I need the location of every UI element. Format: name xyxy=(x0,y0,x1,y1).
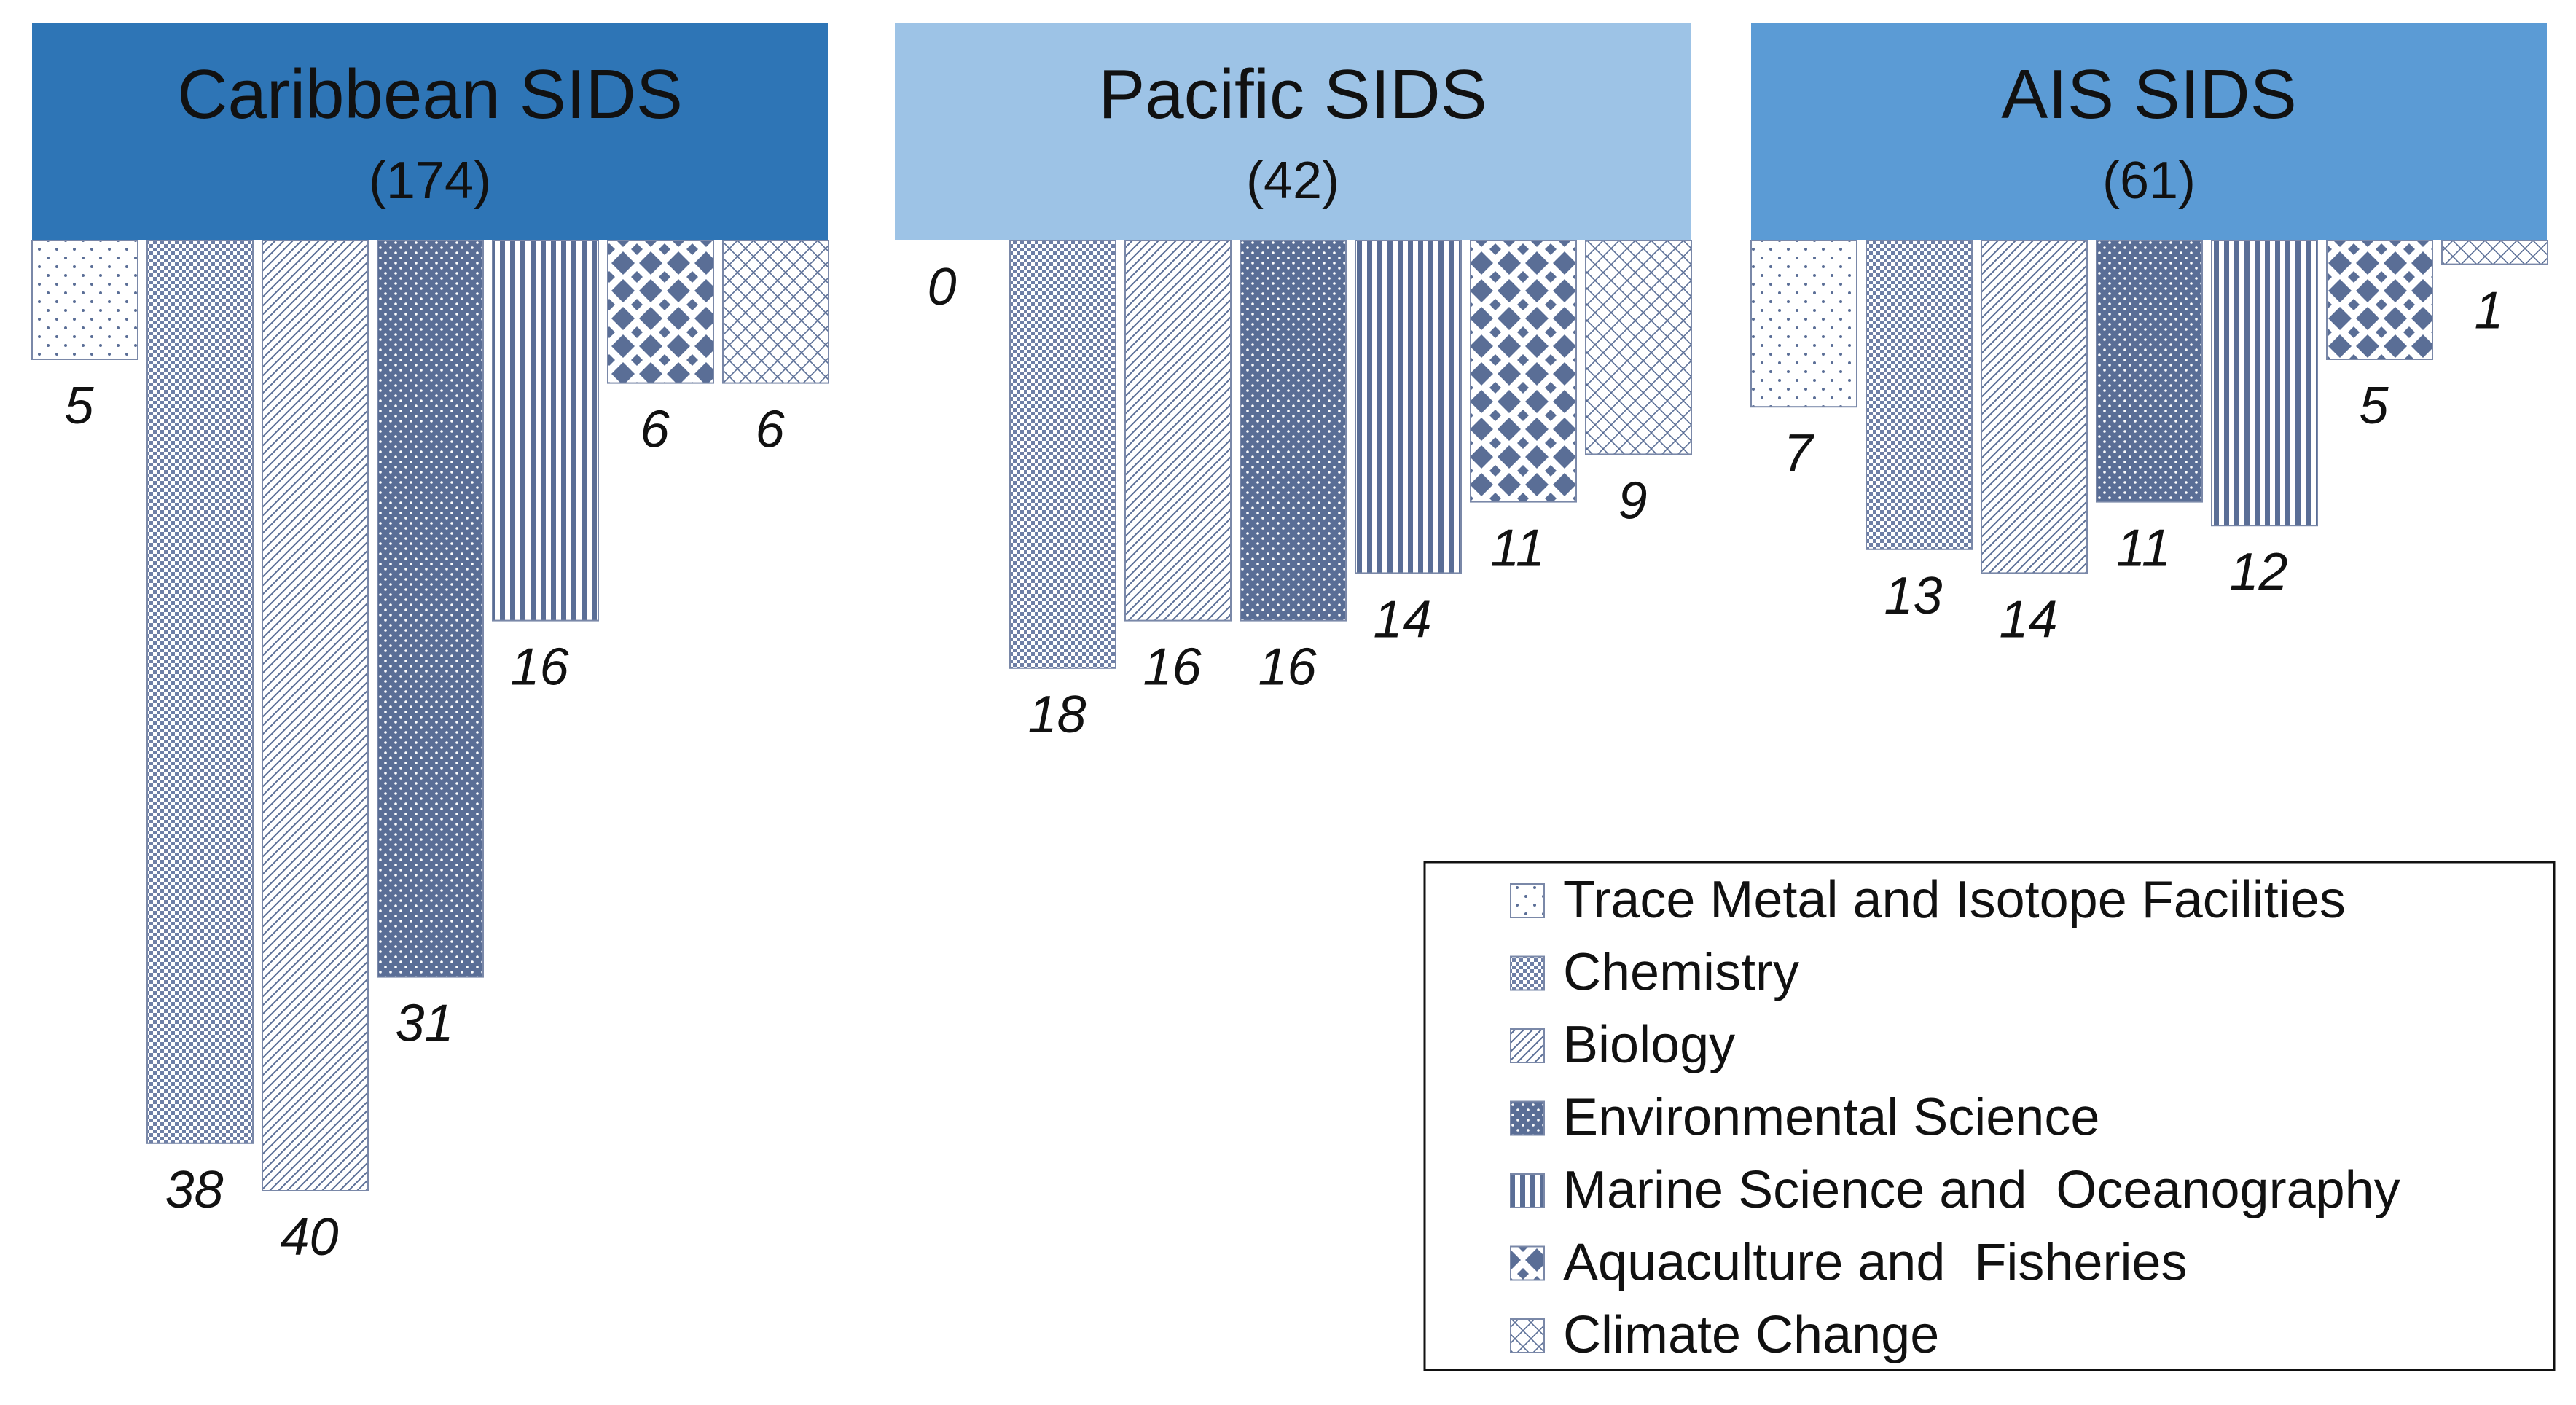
bar-environmental-science xyxy=(377,240,484,978)
data-label: 9 xyxy=(1618,471,1647,530)
legend-item-label: Chemistry xyxy=(1563,944,1799,1002)
bar-marine-science-and-oceanography xyxy=(1355,240,1462,574)
bar-marine-science-and-oceanography xyxy=(492,240,599,622)
data-label: 7 xyxy=(1783,424,1814,482)
panel-count: (42) xyxy=(1246,152,1339,210)
data-label: 6 xyxy=(755,401,785,459)
data-label: 14 xyxy=(1373,590,1431,649)
legend-item-label: Aquaculture and Fisheries xyxy=(1563,1234,2187,1292)
legend-item-label: Marine Science and Oceanography xyxy=(1563,1161,2400,1219)
data-label: 1 xyxy=(2474,282,2503,340)
panel-header xyxy=(32,23,828,240)
panel-title: Pacific SIDS xyxy=(1098,55,1487,133)
data-label: 12 xyxy=(2229,543,2287,601)
bar-chemistry xyxy=(1866,240,1973,550)
bar-climate-change xyxy=(2441,240,2548,265)
data-label: 38 xyxy=(165,1161,223,1219)
panel-count: (61) xyxy=(2102,152,2196,210)
data-label: 31 xyxy=(395,995,453,1053)
bar-chemistry xyxy=(1009,240,1116,669)
legend-item-label: Climate Change xyxy=(1563,1306,1939,1364)
bar-biology xyxy=(262,240,369,1191)
data-label: 18 xyxy=(1027,686,1086,744)
panel-header xyxy=(1751,23,2547,240)
bar-aquaculture-and-fisheries xyxy=(2326,240,2433,360)
legend: Trace Metal and Isotope Facilities Chemis… xyxy=(1423,861,2556,1371)
legend-swatch xyxy=(1510,955,1545,991)
bar-trace-metal-and-isotope-facilities xyxy=(1750,240,1857,408)
data-label: 5 xyxy=(2359,377,2389,435)
panel-title: AIS SIDS xyxy=(2001,55,2296,133)
legend-item-label: Environmental Science xyxy=(1563,1089,2099,1147)
panel-0: Caribbean SIDS (174) 5 38 40 31 16 6 6 xyxy=(31,23,829,1267)
bar-environmental-science xyxy=(1240,240,1347,622)
legend-item-label: Trace Metal and Isotope Facilities xyxy=(1563,871,2346,929)
bar-aquaculture-and-fisheries xyxy=(1470,240,1577,503)
bar-aquaculture-and-fisheries xyxy=(607,240,714,384)
panel-2: AIS SIDS (61) 7 13 14 11 12 5 1 xyxy=(1750,23,2548,649)
legend-box xyxy=(1423,861,2556,1371)
data-label: 16 xyxy=(1258,638,1317,697)
bar-marine-science-and-oceanography xyxy=(2211,240,2318,527)
data-label: 11 xyxy=(2116,520,2171,578)
legend-item-label: Biology xyxy=(1563,1016,1735,1074)
data-label: 5 xyxy=(64,377,94,435)
legend-swatch xyxy=(1510,1245,1545,1281)
data-label: 11 xyxy=(1490,520,1545,578)
legend-swatch xyxy=(1510,1318,1545,1353)
legend-swatch xyxy=(1510,883,1545,918)
panel-count: (174) xyxy=(369,152,491,210)
bar-biology xyxy=(1124,240,1232,622)
bar-climate-change xyxy=(1585,240,1692,455)
bar-environmental-science xyxy=(2096,240,2203,503)
legend-swatch xyxy=(1510,1028,1545,1063)
bar-trace-metal-and-isotope-facilities xyxy=(31,240,138,360)
data-label: 16 xyxy=(510,638,569,697)
panel-title: Caribbean SIDS xyxy=(177,55,683,133)
legend-swatch xyxy=(1510,1173,1545,1208)
data-label: 6 xyxy=(640,401,670,459)
legend-swatch xyxy=(1510,1100,1545,1136)
panel-header xyxy=(895,23,1691,240)
bar-climate-change xyxy=(722,240,829,384)
bar-biology xyxy=(1981,240,2088,574)
data-label: 13 xyxy=(1884,567,1942,625)
data-label: 14 xyxy=(1999,590,2057,649)
data-label: 0 xyxy=(927,258,956,316)
chart-panels: Caribbean SIDS (174) 5 38 40 31 16 6 6 Pacific SI… xyxy=(31,23,2548,1267)
panel-1: Pacific SIDS (42) 0 18 16 16 14 11 9 xyxy=(895,23,1692,744)
data-label: 16 xyxy=(1143,638,1202,697)
bar-chemistry xyxy=(146,240,254,1144)
data-label: 40 xyxy=(280,1208,338,1267)
